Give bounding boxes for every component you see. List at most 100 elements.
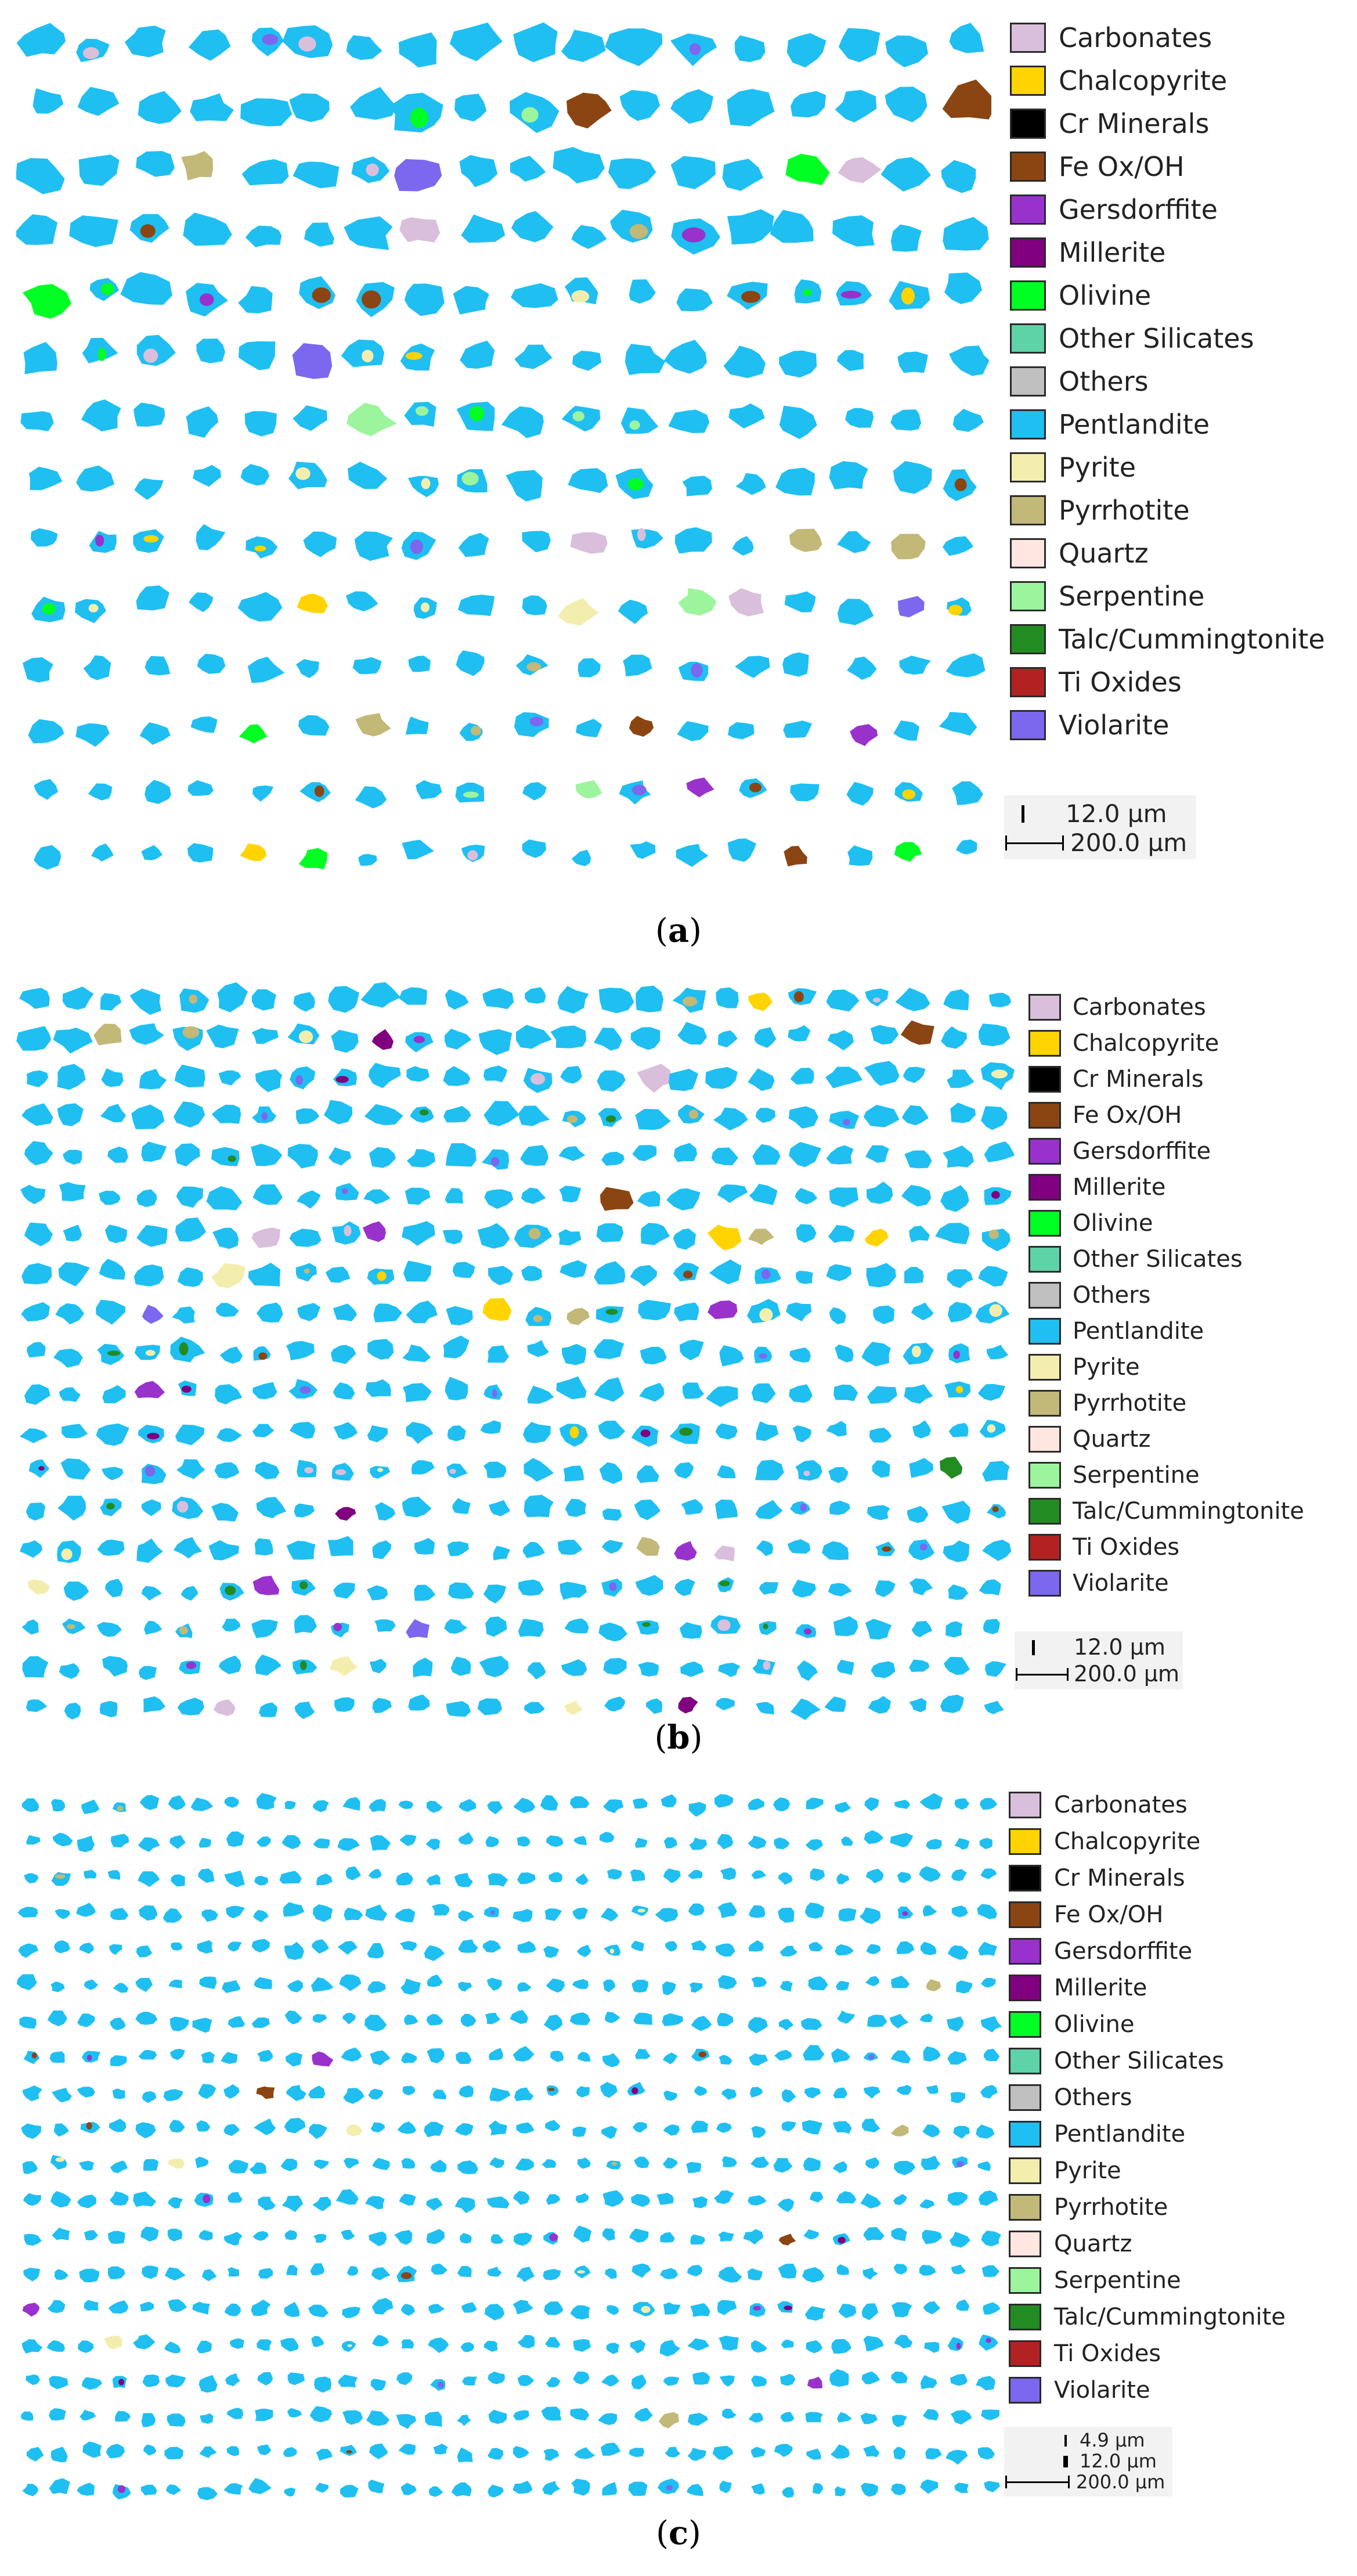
particle (781, 2339, 794, 2348)
particle-inclusion (61, 1548, 73, 1561)
particle (807, 2376, 822, 2388)
particle (982, 1461, 1010, 1482)
particle (323, 1100, 353, 1125)
particle-inclusion (605, 1309, 618, 1315)
particle (832, 215, 875, 247)
particle (107, 1870, 121, 1880)
particle (426, 1874, 441, 1886)
particle (600, 1908, 619, 1922)
particle (722, 158, 764, 191)
particle (543, 2015, 563, 2031)
particle (483, 1584, 507, 1604)
particle (514, 2087, 534, 2102)
panel-a: Carbonates Chalcopyrite Cr Minerals Fe Ox/O… (0, 0, 1357, 964)
legend-swatch (1009, 2157, 1041, 2184)
particle (257, 2444, 272, 2455)
particle (144, 1620, 163, 1635)
particle (867, 1505, 890, 1521)
particle (679, 1339, 704, 1361)
particle (894, 1800, 911, 1809)
particle (577, 2051, 591, 2062)
particle (245, 225, 282, 247)
particle (53, 1027, 93, 1054)
particle (411, 1460, 435, 1475)
particle-inclusion (956, 2343, 961, 2350)
particle (923, 2046, 941, 2062)
particle (826, 1264, 851, 1281)
particle (493, 1545, 511, 1561)
particle-map-b (16, 982, 1015, 1720)
particle (594, 1028, 622, 1051)
particle (597, 1070, 626, 1092)
legend-item: Gersdorffite (1010, 194, 1218, 225)
particle (949, 23, 984, 53)
particle (110, 2055, 127, 2066)
particle (920, 2375, 937, 2390)
particle (338, 2375, 358, 2388)
particle (50, 2190, 71, 2208)
particle (80, 2409, 96, 2420)
particle (58, 1262, 91, 1287)
particle (52, 2228, 70, 2240)
particle (237, 592, 283, 622)
particle (485, 2304, 505, 2321)
particle-inclusion (956, 2161, 964, 2167)
particle (21, 1798, 39, 1813)
particle (136, 1538, 163, 1563)
particle (950, 2373, 968, 2386)
particle (517, 1941, 536, 1953)
legend-swatch (1009, 2304, 1041, 2330)
particle (631, 2263, 651, 2278)
particle (460, 340, 495, 369)
particle (596, 1223, 624, 1242)
particle (750, 2447, 766, 2458)
particle-inclusion (147, 1433, 160, 1440)
scale-bar-line (1004, 2473, 1074, 2491)
particle (756, 1540, 773, 1557)
particle (778, 1907, 795, 1923)
particle (341, 2047, 362, 2062)
particle (573, 1836, 587, 1846)
particle (947, 1269, 973, 1288)
particle (860, 2193, 882, 2208)
particle (752, 1144, 781, 1165)
particle (255, 1069, 283, 1092)
particle (956, 1980, 973, 1994)
particle (847, 845, 873, 866)
particle (247, 657, 285, 683)
particle (656, 2192, 674, 2205)
particle (372, 1698, 392, 1713)
particle (841, 1836, 853, 1846)
particle (141, 1141, 167, 1162)
particle (728, 403, 765, 429)
particle (141, 1499, 161, 1516)
particle (283, 1902, 305, 1917)
particle (400, 2483, 417, 2495)
particle-inclusion (304, 1467, 313, 1473)
particle (732, 536, 754, 556)
legend-item: Others (1010, 366, 1149, 397)
particle (522, 1541, 545, 1558)
legend-swatch (1010, 280, 1046, 311)
particle-inclusion (463, 791, 479, 798)
particle (572, 1979, 589, 1989)
particle (954, 1838, 970, 1850)
particle (717, 1975, 737, 1990)
particle-inclusion (182, 1026, 200, 1039)
particle (133, 2334, 156, 2350)
particle (629, 715, 654, 737)
particle (719, 2055, 732, 2065)
particle (459, 2085, 474, 2098)
particle (977, 2161, 991, 2171)
particle (527, 1662, 546, 1680)
particle (344, 2157, 359, 2169)
particle (312, 1904, 333, 1922)
particle (926, 1979, 941, 1991)
particle (602, 2228, 615, 2241)
particle (397, 2121, 417, 2134)
particle (524, 1458, 554, 1482)
particle (456, 650, 485, 676)
particle (634, 1499, 661, 1521)
particle (280, 2159, 298, 2171)
particle (175, 1143, 200, 1167)
